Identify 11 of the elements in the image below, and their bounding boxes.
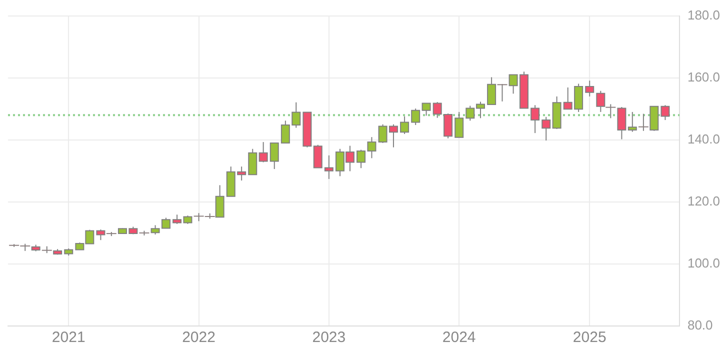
- x-tick-label: 2024: [442, 329, 476, 346]
- x-tick-label: 2021: [52, 329, 86, 346]
- y-tick-label: 180.0: [687, 7, 720, 22]
- y-tick-label: 120.0: [687, 194, 720, 208]
- y-tick-label: 140.0: [687, 131, 720, 146]
- y-tick-label: 80.0: [687, 318, 713, 333]
- x-tick-label: 2025: [572, 329, 606, 346]
- y-tick-label: 100.0: [687, 256, 720, 271]
- y-tick-label: 160.0: [687, 69, 720, 84]
- x-tick-label: 2022: [182, 329, 216, 346]
- x-tick-label: 2023: [312, 329, 346, 346]
